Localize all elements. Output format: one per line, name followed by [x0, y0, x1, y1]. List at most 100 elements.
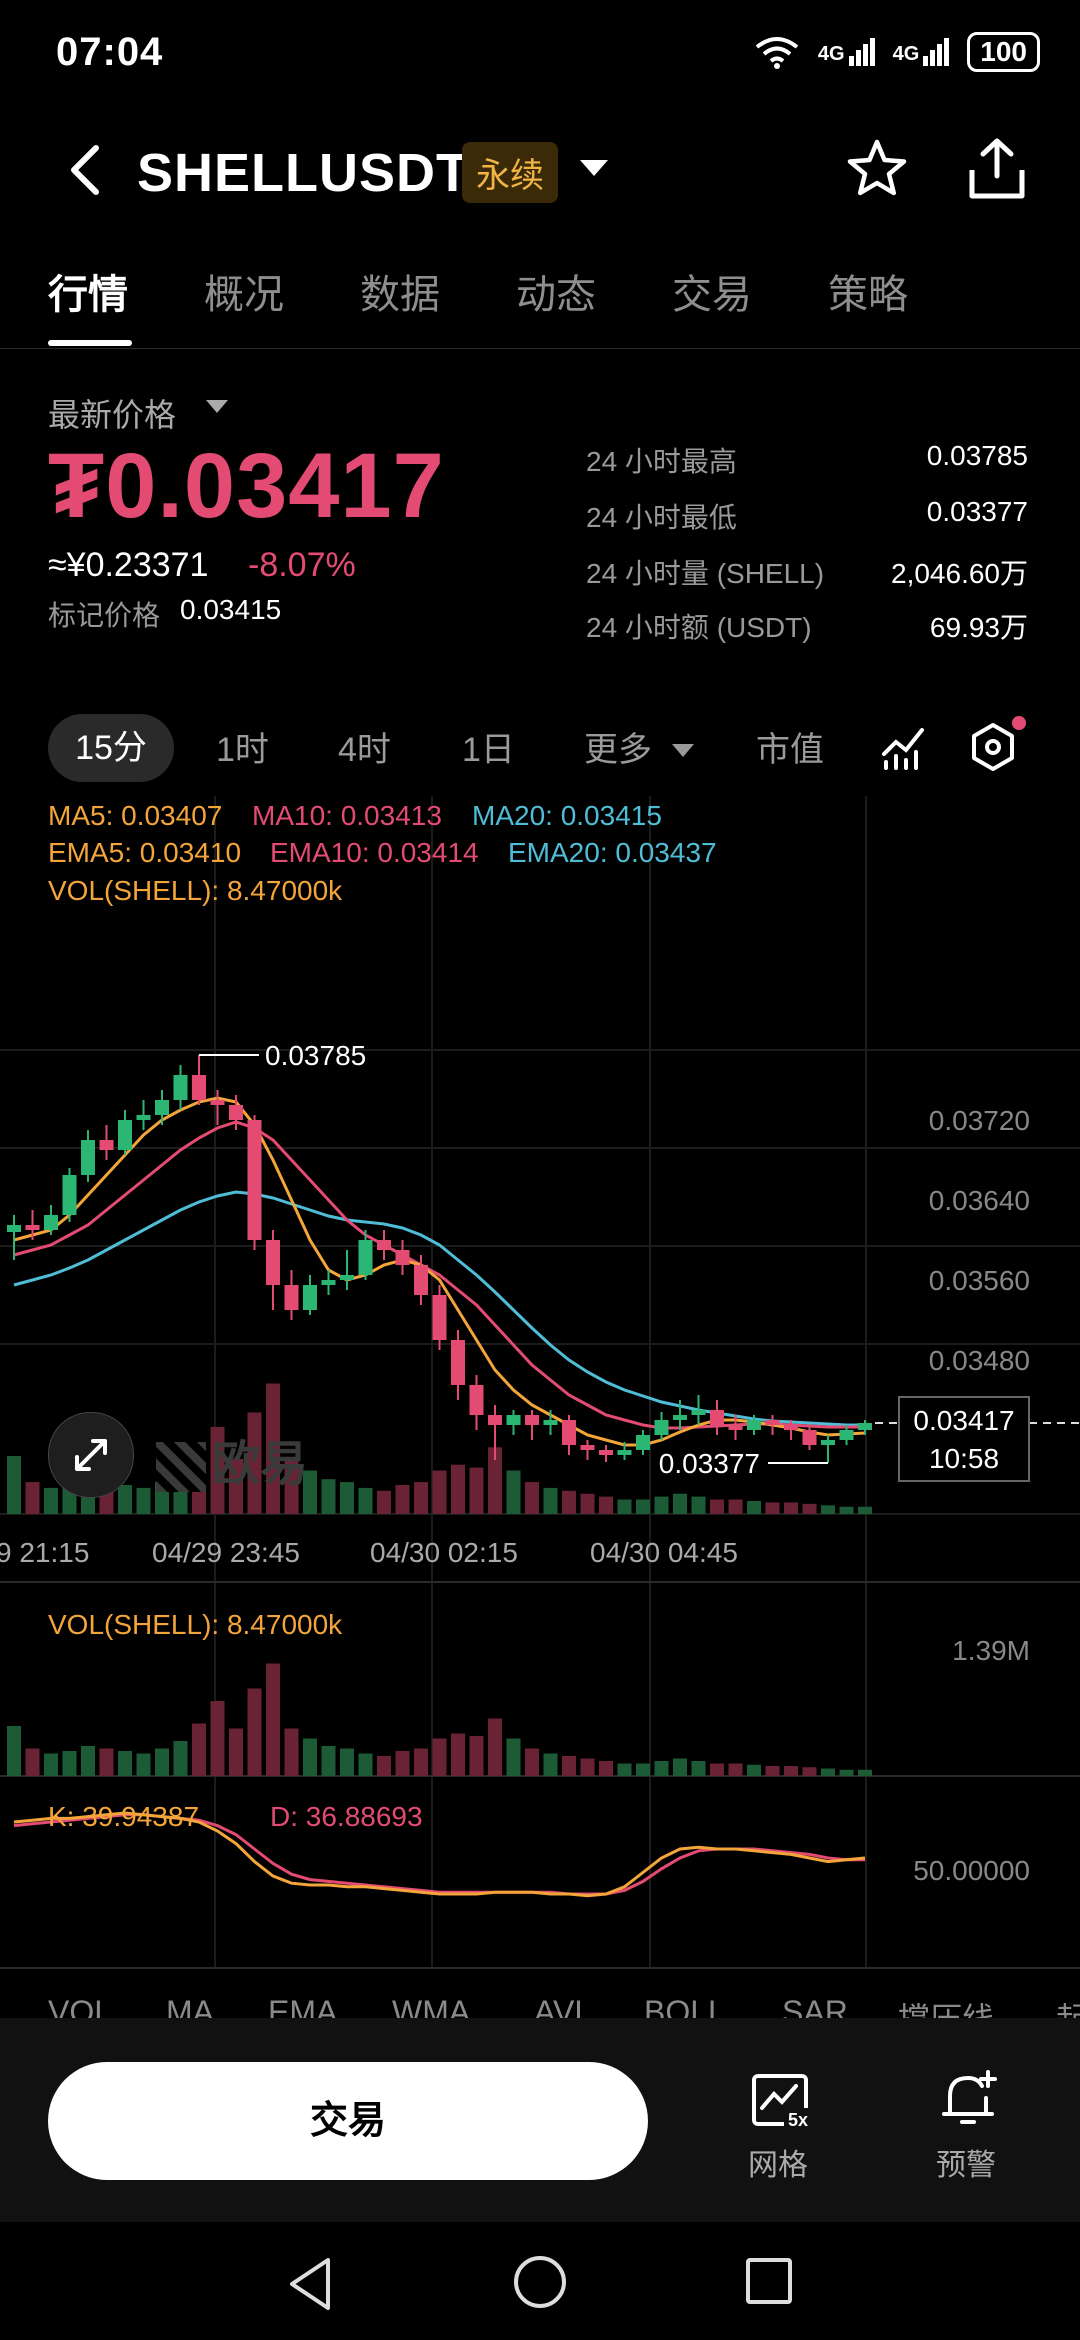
- market-cap-toggle[interactable]: 市值: [756, 731, 824, 769]
- volume-bar: [562, 1490, 576, 1514]
- current-price-value: 0.03417: [913, 1405, 1015, 1436]
- volume-bar: [118, 1485, 132, 1514]
- volume-bar: [747, 1500, 761, 1514]
- volume-pane-bar: [525, 1748, 539, 1776]
- settings-hex-icon[interactable]: [968, 722, 1018, 772]
- volume-pane-bars: [7, 1663, 872, 1776]
- stat-label-turnover: 24 小时额 (USDT): [586, 612, 812, 643]
- tab-bar: 行情 概况 数据 动态 交易 策略: [0, 258, 1080, 349]
- grid-label[interactable]: 网格: [748, 2149, 808, 2182]
- volume-bar: [377, 1490, 391, 1514]
- stat-value-low: 0.03377: [926, 496, 1028, 527]
- volume-bar: [210, 1427, 225, 1514]
- nav-recent-icon[interactable]: [746, 2258, 792, 2304]
- volume-pane-bar: [432, 1738, 447, 1776]
- volume-pane-bar: [247, 1688, 262, 1776]
- volume-bar: [414, 1482, 428, 1514]
- candlesticks: [7, 1055, 872, 1463]
- candle-body: [691, 1410, 706, 1415]
- candle-body: [303, 1285, 317, 1310]
- volume-bar: [525, 1482, 539, 1514]
- nav-home-icon[interactable]: [514, 2256, 566, 2308]
- share-icon[interactable]: [966, 136, 1028, 202]
- volume-pane-bar: [414, 1748, 428, 1776]
- interval-15m[interactable]: 15分: [48, 714, 174, 782]
- expand-chart-button[interactable]: [48, 1412, 134, 1498]
- candle-body: [488, 1415, 502, 1425]
- tab-trade[interactable]: 交易: [672, 273, 752, 317]
- grid-bot-icon[interactable]: 5x: [750, 2072, 812, 2130]
- interval-4h[interactable]: 4时: [338, 731, 391, 769]
- wifi-icon: [755, 37, 799, 69]
- tab-strategy[interactable]: 策略: [828, 273, 908, 317]
- volume-pane-bar: [617, 1763, 632, 1776]
- tab-underline: [48, 340, 132, 346]
- candle-body: [451, 1340, 465, 1385]
- x-tick-label: 04/30 02:15: [370, 1537, 518, 1568]
- candle-body: [839, 1430, 854, 1440]
- ma10-line: [13, 1120, 865, 1430]
- alert-label[interactable]: 预警: [936, 2149, 996, 2182]
- volume-bar: [673, 1493, 687, 1514]
- trade-button[interactable]: 交易: [48, 2062, 648, 2180]
- tab-data[interactable]: 数据: [360, 273, 440, 317]
- x-tick-label: 9 21:15: [0, 1537, 89, 1568]
- caret-down-icon[interactable]: [206, 400, 228, 413]
- volume-pane-bar: [451, 1733, 465, 1776]
- kline-chart[interactable]: 0.03720 0.03640 0.03560 0.03480 9 21:15 04/29…: [0, 796, 1080, 1976]
- candle-body: [7, 1225, 21, 1232]
- network-type: 4G: [817, 43, 845, 65]
- legend-ma10: MA10: 0.03413: [252, 800, 442, 831]
- star-icon[interactable]: [846, 138, 908, 200]
- candle-body: [562, 1420, 576, 1445]
- volume-pane-bar: [747, 1764, 761, 1776]
- volume-bar: [654, 1496, 669, 1514]
- volume-pane-bar: [728, 1763, 743, 1776]
- pair-symbol[interactable]: SHELLUSDT: [137, 143, 470, 203]
- candle-body: [506, 1415, 521, 1425]
- volume-bar: [488, 1447, 502, 1514]
- volume-bar: [229, 1458, 243, 1514]
- candle-body: [395, 1250, 410, 1265]
- tab-overview[interactable]: 概况: [204, 273, 284, 317]
- caret-down-icon[interactable]: [672, 744, 694, 757]
- indicator-icon[interactable]: [880, 724, 926, 770]
- candle-body: [414, 1265, 428, 1295]
- candle-body: [728, 1425, 743, 1430]
- kd-pane-mid-label: 50.00000: [913, 1855, 1030, 1886]
- volume-pane-bar: [210, 1701, 225, 1776]
- battery-icon: 100: [967, 32, 1040, 72]
- legend-vol-pane: VOL(SHELL): 8.47000k: [48, 1609, 343, 1640]
- volume-pane-bar: [599, 1761, 613, 1776]
- volume-pane-bar: [62, 1751, 77, 1776]
- volume-pane-bar: [284, 1728, 299, 1776]
- candle-body: [44, 1215, 58, 1230]
- candle-body: [821, 1440, 835, 1445]
- volume-pane-bar: [654, 1761, 669, 1776]
- interval-1d[interactable]: 1日: [462, 731, 515, 769]
- candle-body: [543, 1420, 558, 1425]
- y-tick-label: 0.03480: [929, 1345, 1030, 1376]
- volume-bar: [247, 1412, 262, 1514]
- chevron-down-icon[interactable]: [580, 160, 608, 176]
- candle-body: [802, 1430, 817, 1445]
- candle-body: [81, 1140, 95, 1175]
- volume-pane-bar: [266, 1663, 280, 1776]
- volume-pane-bar: [99, 1748, 114, 1776]
- back-arrow-icon[interactable]: [60, 140, 110, 200]
- volume-pane-bar: [710, 1763, 724, 1776]
- latest-price-label[interactable]: 最新价格: [48, 397, 177, 433]
- tab-market[interactable]: 行情: [48, 273, 128, 317]
- volume-bar: [821, 1505, 835, 1514]
- interval-more[interactable]: 更多: [584, 731, 652, 769]
- volume-bar: [266, 1383, 280, 1514]
- candle-countdown: 10:58: [928, 1443, 1000, 1474]
- nav-back-icon[interactable]: [286, 2256, 336, 2312]
- interval-1h[interactable]: 1时: [216, 731, 269, 769]
- mark-price-value: 0.03415: [180, 594, 282, 625]
- bell-plus-icon[interactable]: [938, 2068, 998, 2130]
- tab-activity[interactable]: 动态: [516, 273, 596, 317]
- volume-pane-bar: [691, 1761, 706, 1776]
- volume-pane-bar: [784, 1766, 798, 1776]
- notification-dot: [1012, 716, 1026, 730]
